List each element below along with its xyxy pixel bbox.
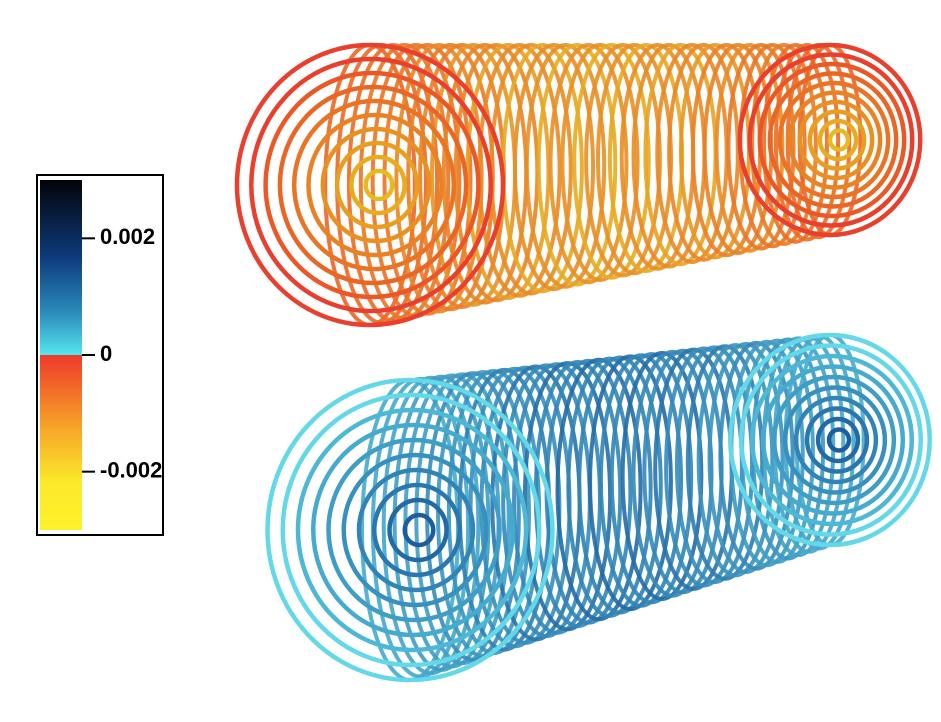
streamline [696, 343, 775, 578]
streamline [512, 43, 596, 291]
tick-label: 0 [100, 341, 112, 366]
vortex-line [295, 407, 529, 653]
vortex-line [787, 90, 883, 190]
vortex-line [728, 332, 932, 548]
streamline [381, 375, 481, 676]
vortex-line [797, 99, 875, 181]
streamline [536, 43, 618, 287]
streamline [465, 43, 551, 300]
tick-label: -0.002 [100, 457, 162, 482]
vortex-line [738, 343, 924, 537]
vortex-line [767, 71, 899, 209]
vortex-line [280, 392, 542, 668]
vortex-line [747, 52, 915, 228]
vortex-line [387, 497, 449, 563]
vortex-line [234, 42, 506, 328]
vortex-line [807, 109, 867, 171]
streamline [588, 354, 673, 612]
vortex-line [737, 42, 923, 238]
streamline [555, 357, 643, 622]
streamline [392, 374, 491, 672]
vortex-line [826, 427, 852, 453]
streamline [707, 342, 785, 574]
streamline [762, 43, 829, 244]
streamline [394, 43, 484, 314]
vortex-line [804, 406, 870, 474]
vortex-line [320, 126, 432, 244]
vortex-line [291, 98, 457, 272]
streamlines [234, 42, 932, 683]
streamline [414, 372, 511, 666]
vortex-line [402, 512, 436, 548]
tick-label: 0.002 [100, 224, 155, 249]
vortex-line [249, 56, 493, 314]
vortex-line [277, 84, 469, 286]
vortex-line [341, 452, 489, 608]
vortex-line [760, 364, 906, 516]
streamline [548, 43, 629, 285]
streamline [598, 353, 684, 608]
vortex-line [356, 467, 476, 593]
vortex-line [749, 353, 915, 527]
streamline [572, 43, 651, 280]
vortex-line [793, 395, 879, 485]
vortex-line [372, 482, 462, 578]
vortex-line [827, 128, 851, 152]
vortex-line [311, 422, 515, 638]
vortex-line [349, 154, 407, 216]
streamline [577, 355, 663, 615]
vortex-line [334, 140, 420, 230]
streamline [773, 43, 841, 242]
streamline [566, 356, 653, 618]
streamline [609, 352, 694, 605]
vortex-line [363, 168, 395, 202]
vortex-line [817, 118, 859, 162]
vortex-line [777, 80, 891, 200]
vortex-line [771, 374, 897, 506]
streamline [750, 43, 818, 246]
colorbar-ticks: 0.002 0 -0.002 [82, 224, 162, 482]
vortex-line [326, 437, 502, 623]
vortex-line [265, 377, 555, 683]
streamline [620, 351, 704, 601]
colorbar [40, 180, 82, 530]
streamline [667, 43, 740, 262]
streamline [584, 43, 662, 278]
vortex-line [757, 61, 907, 219]
streamline [726, 43, 796, 251]
streamline [522, 361, 613, 632]
streamline [524, 43, 607, 289]
streamline [718, 340, 795, 571]
vortex-line [263, 70, 481, 300]
streamline [560, 43, 640, 282]
vortex-line [815, 416, 861, 464]
vortex-line [306, 112, 444, 258]
vortex-line [782, 385, 888, 495]
